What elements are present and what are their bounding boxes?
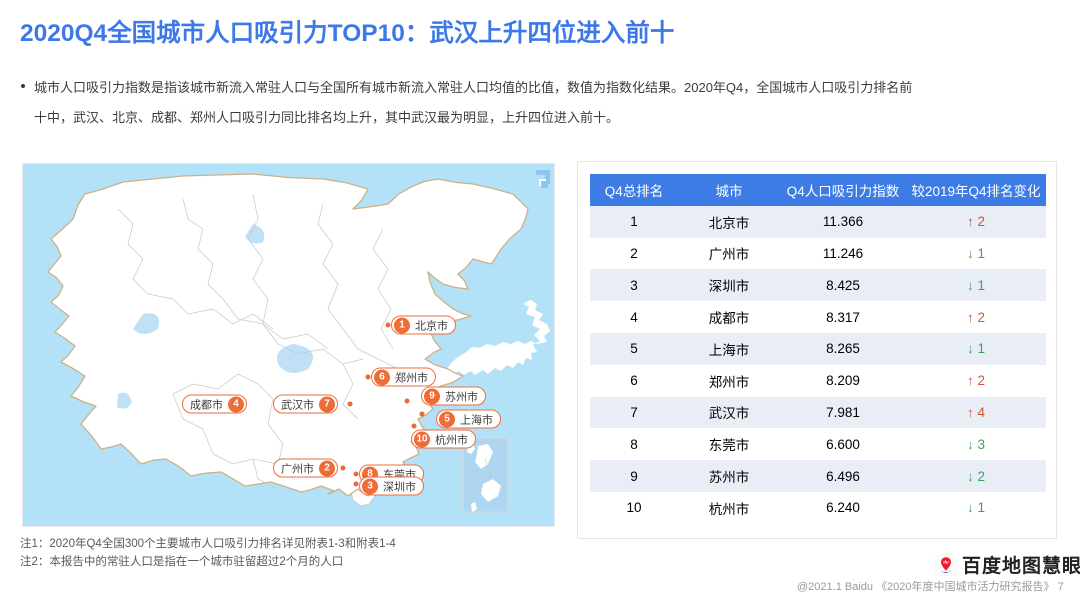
svg-text:du: du bbox=[943, 559, 949, 564]
